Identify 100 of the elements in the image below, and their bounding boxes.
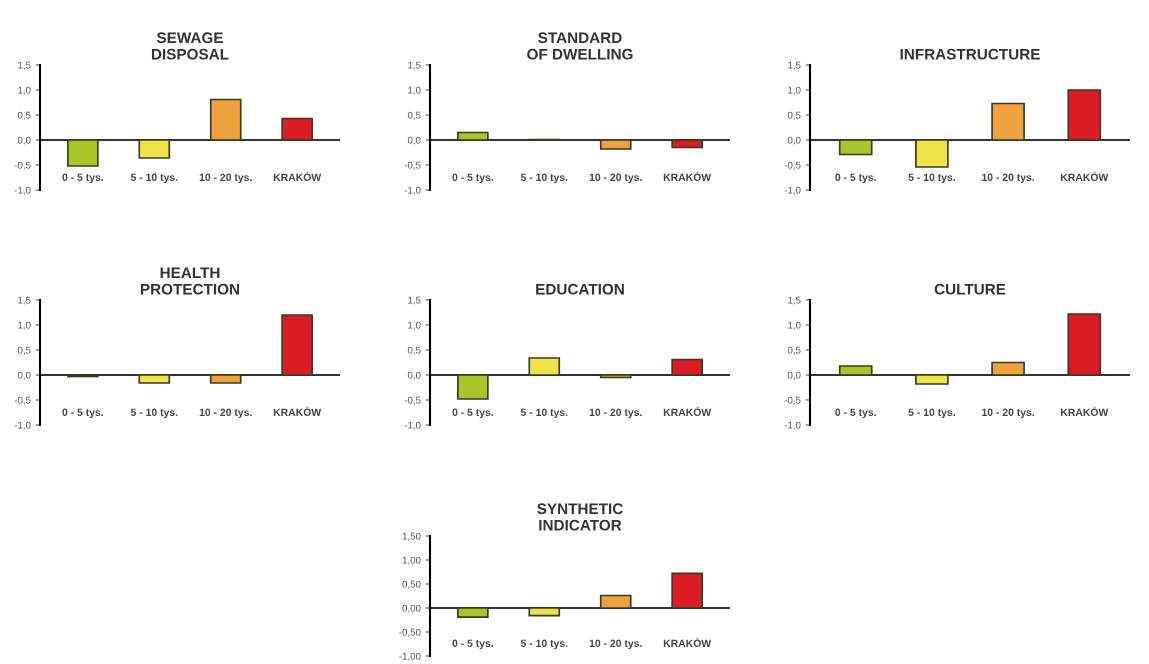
- y-tick-label: -0,5: [784, 161, 801, 170]
- x-tick-label: 10 - 20 tys.: [589, 639, 642, 650]
- y-tick-label: -0,50: [399, 628, 421, 637]
- x-tick-label: 0 - 5 tys.: [452, 408, 493, 419]
- x-tick-label: 10 - 20 tys.: [589, 173, 642, 184]
- y-tick-label: 1,0: [18, 321, 31, 330]
- x-tick-label: 10 - 20 tys.: [199, 408, 252, 419]
- y-tick-label: 1,5: [408, 61, 421, 70]
- bar: [671, 572, 703, 609]
- x-tick-label: 0 - 5 tys.: [835, 408, 876, 419]
- y-tick-label: 0,50: [402, 580, 421, 589]
- y-tick-label: 0,5: [407, 346, 421, 355]
- chart-title: CULTURE: [934, 283, 1006, 295]
- bar: [599, 139, 632, 150]
- y-tick-label: -1,00: [399, 652, 421, 661]
- y-tick-label: 0,0: [407, 136, 421, 145]
- bar: [599, 594, 632, 609]
- bar: [457, 607, 489, 618]
- y-tick-label: -0,5: [784, 396, 801, 405]
- bar: [1067, 313, 1102, 376]
- y-tick-label: 0,5: [407, 111, 421, 120]
- chart-title: EDUCATION: [536, 283, 624, 295]
- y-tick-label: -1,0: [14, 186, 31, 195]
- chart-title: HEALTH PROTECTION: [140, 267, 240, 295]
- bar: [838, 139, 873, 156]
- x-tick-label: 0 - 5 tys.: [452, 173, 493, 184]
- y-tick-label: -1,0: [14, 421, 31, 430]
- x-tick-label: KRAKÓW: [663, 406, 712, 416]
- bar: [915, 374, 949, 385]
- bar: [671, 139, 703, 149]
- x-tick-label: 5 - 10 tys.: [520, 173, 568, 184]
- x-tick-label: KRAKÓW: [273, 171, 322, 181]
- bar: [838, 365, 873, 376]
- y-tick-label: 1,00: [402, 556, 421, 565]
- y-tick-label: -1,0: [404, 421, 421, 430]
- x-tick-label: KRAKÓW: [663, 637, 712, 647]
- x-tick-label: 0 - 5 tys.: [62, 408, 103, 419]
- bar: [138, 139, 171, 159]
- y-tick-label: -0,5: [14, 396, 31, 405]
- bar: [457, 131, 489, 141]
- x-tick-label: KRAKÓW: [1060, 171, 1109, 181]
- y-tick-label: 0,0: [17, 136, 31, 145]
- chart-title: STANDARD OF DWELLING: [527, 32, 633, 60]
- chart-title: SYNTHETIC INDICATOR: [537, 503, 623, 531]
- y-tick-label: 0,0: [787, 136, 801, 145]
- y-tick-label: 1,5: [788, 61, 801, 70]
- y-tick-label: 1,0: [408, 321, 421, 330]
- x-tick-label: 5 - 10 tys.: [520, 639, 568, 650]
- y-tick-label: 0,0: [407, 371, 421, 380]
- x-tick-label: 5 - 10 tys.: [130, 173, 178, 184]
- bar: [528, 607, 561, 617]
- y-tick-label: 0,0: [17, 371, 31, 380]
- bar: [1067, 89, 1102, 141]
- bar: [67, 139, 99, 167]
- y-tick-label: 1,0: [788, 86, 801, 95]
- x-tick-label: 10 - 20 tys.: [589, 408, 642, 419]
- y-tick-label: -1,0: [784, 421, 801, 430]
- x-tick-label: KRAKÓW: [663, 171, 712, 181]
- y-tick-label: 1,5: [18, 296, 31, 305]
- y-tick-label: 0,5: [787, 111, 801, 120]
- y-tick-label: -0,5: [14, 161, 31, 170]
- bar: [915, 139, 949, 168]
- y-tick-label: 1,0: [408, 86, 421, 95]
- bar: [209, 98, 242, 141]
- x-tick-label: 0 - 5 tys.: [452, 639, 493, 650]
- y-tick-label: -0,5: [404, 161, 421, 170]
- bar: [599, 374, 632, 379]
- x-tick-label: 5 - 10 tys.: [908, 408, 955, 419]
- x-tick-label: 5 - 10 tys.: [908, 173, 955, 184]
- bar: [671, 358, 703, 376]
- y-tick-label: 1,5: [18, 61, 31, 70]
- y-tick-label: 0,00: [402, 604, 421, 613]
- y-tick-label: -1,0: [784, 186, 801, 195]
- x-tick-label: 10 - 20 tys.: [982, 408, 1035, 419]
- bar: [991, 102, 1025, 141]
- chart-title: SEWAGE DISPOSAL: [151, 32, 229, 60]
- y-tick-label: 0,5: [787, 346, 801, 355]
- y-tick-label: 1,5: [788, 296, 801, 305]
- x-tick-label: 10 - 20 tys.: [199, 173, 252, 184]
- x-tick-label: 5 - 10 tys.: [520, 408, 568, 419]
- y-tick-label: 1,0: [18, 86, 31, 95]
- y-tick-label: 0,0: [787, 371, 801, 380]
- y-tick-label: 0,5: [17, 346, 31, 355]
- x-tick-label: 0 - 5 tys.: [835, 173, 876, 184]
- chart-title: INFRASTRUCTURE: [900, 48, 1040, 60]
- x-tick-label: 10 - 20 tys.: [982, 173, 1035, 184]
- bar: [991, 361, 1025, 376]
- y-tick-label: 1,50: [402, 532, 421, 541]
- y-tick-label: 1,0: [788, 321, 801, 330]
- bar: [457, 374, 489, 400]
- bar: [281, 117, 313, 141]
- x-tick-label: 0 - 5 tys.: [62, 173, 103, 184]
- x-tick-label: KRAKÓW: [273, 406, 322, 416]
- y-tick-label: 1,5: [408, 296, 421, 305]
- x-tick-label: 5 - 10 tys.: [130, 408, 178, 419]
- x-tick-label: KRAKÓW: [1060, 406, 1109, 416]
- y-tick-label: -0,5: [404, 396, 421, 405]
- y-tick-label: -1,0: [404, 186, 421, 195]
- bar: [528, 357, 561, 376]
- y-tick-label: 0,5: [17, 111, 31, 120]
